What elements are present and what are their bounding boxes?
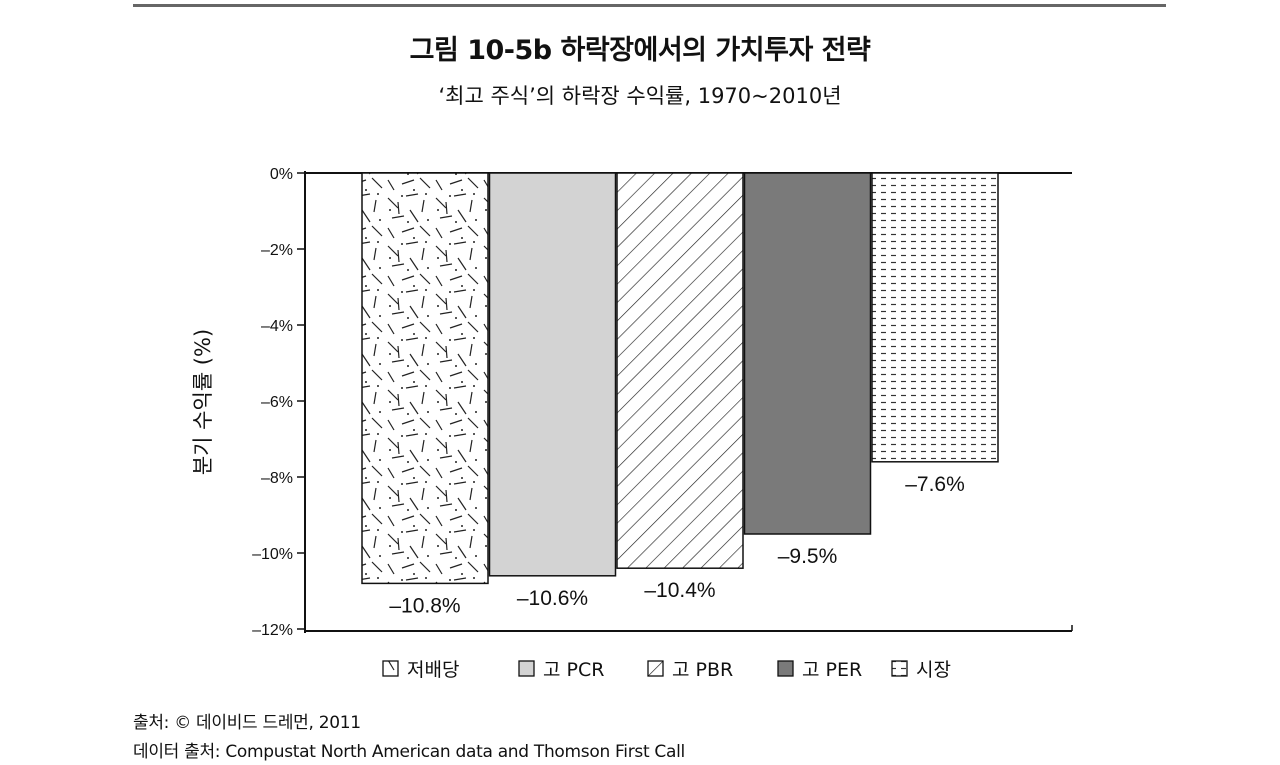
data-label: –10.6%: [517, 587, 588, 610]
chart-subtitle: ‘최고 주식’의 하락장 수익률, 1970~2010년: [438, 84, 842, 108]
legend-label: 시장: [916, 659, 951, 681]
bar: [488, 172, 617, 577]
data-label: –10.4%: [644, 579, 715, 602]
bar: [616, 172, 744, 569]
bar: [871, 172, 999, 463]
y-tick-label: –12%: [252, 622, 293, 639]
legend-swatch: [518, 660, 535, 677]
source-line: 출처: © 데이비드 드레먼, 2011: [133, 713, 361, 733]
chart-title: 그림 10-5b 하락장에서의 가치투자 전략: [409, 35, 871, 66]
legend-label: 고 PCR: [543, 659, 604, 681]
legend-swatch: [891, 660, 908, 677]
bar: [743, 172, 872, 535]
legend-swatch: [777, 660, 794, 677]
y-axis-title: 분기 수익률 (%): [191, 329, 215, 475]
y-tick-label: –2%: [261, 242, 293, 259]
y-tick-label: –8%: [261, 470, 293, 487]
bar: [361, 172, 489, 585]
y-tick-label: 0%: [270, 166, 293, 183]
legend-swatch: [647, 660, 664, 677]
bar-chart: 0% –2% –4% –6% –8% –10% –12% 분기 수익률 (%) –10.8% –…: [191, 166, 1073, 681]
y-tick-label: –6%: [261, 394, 293, 411]
data-source-line: 데이터 출처: Compustat North American data an…: [133, 742, 685, 762]
y-tick-label: –10%: [252, 546, 293, 563]
data-label: –10.8%: [389, 594, 460, 617]
data-label: –7.6%: [905, 473, 965, 496]
legend-label: 고 PER: [802, 659, 862, 681]
legend-label: 고 PBR: [672, 659, 733, 681]
legend-swatch: [382, 660, 399, 677]
legend-label: 저배당: [407, 659, 459, 681]
y-tick-label: –4%: [261, 318, 293, 335]
data-label: –9.5%: [778, 545, 838, 568]
top-rule: [133, 4, 1166, 7]
